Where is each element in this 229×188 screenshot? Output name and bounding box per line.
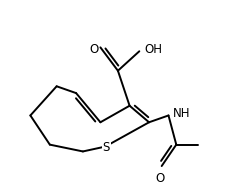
Text: NH: NH [172, 107, 189, 120]
Text: O: O [89, 43, 98, 56]
Text: OH: OH [144, 43, 161, 56]
Text: O: O [154, 172, 164, 185]
Text: S: S [102, 141, 109, 154]
